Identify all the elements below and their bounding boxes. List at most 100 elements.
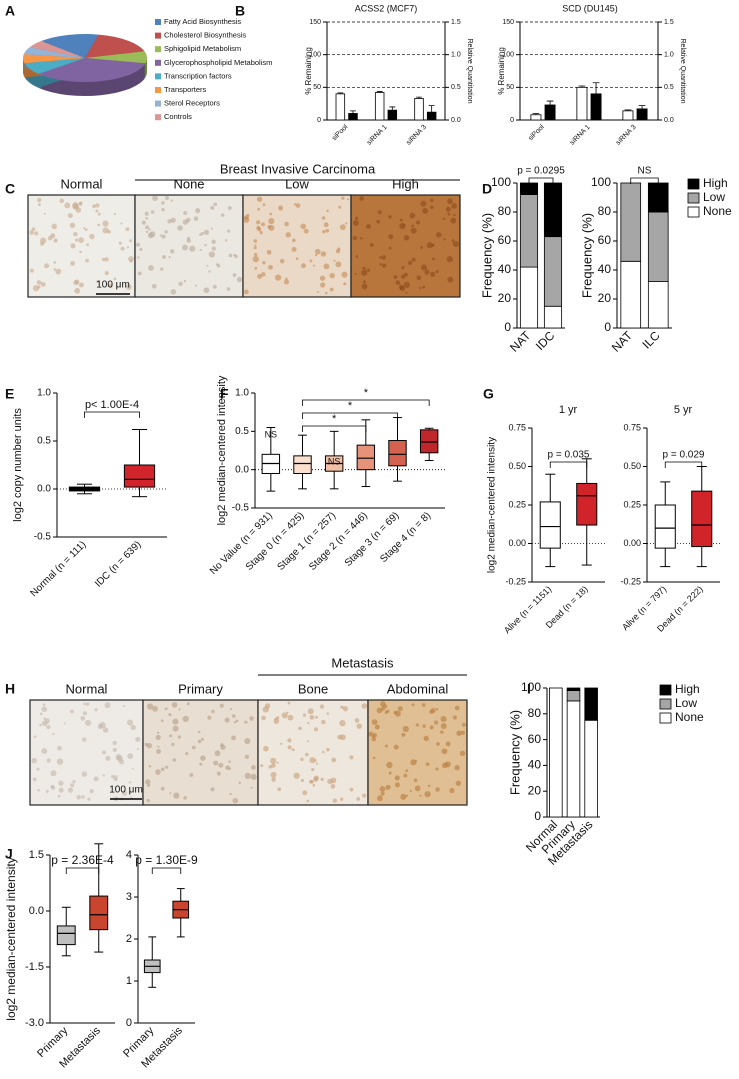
y-tick-label: 0.00 xyxy=(623,538,641,548)
micrograph-texture xyxy=(207,715,212,720)
micrograph-texture xyxy=(326,209,329,213)
micrograph-texture xyxy=(53,238,58,243)
micrograph-texture xyxy=(355,216,359,221)
micrograph-texture xyxy=(87,797,91,801)
micrograph-texture xyxy=(232,797,239,804)
x-tick-label: siRNA 3 xyxy=(615,124,638,147)
micrograph-texture xyxy=(430,205,434,209)
micrograph-texture xyxy=(236,276,243,283)
micrograph-texture xyxy=(167,219,172,224)
panel-letter: C xyxy=(5,181,15,197)
micrograph-texture xyxy=(450,217,457,224)
y-tick-label: 1.0 xyxy=(235,388,249,399)
micrograph-texture xyxy=(42,703,46,706)
micrograph-texture xyxy=(146,783,151,787)
image-label: Abdominal xyxy=(387,681,449,696)
micrograph-texture xyxy=(278,205,284,211)
micrograph-texture xyxy=(419,794,422,797)
micrograph-texture xyxy=(50,233,56,239)
micrograph-texture xyxy=(345,222,348,225)
micrograph-texture xyxy=(447,276,454,283)
micrograph-texture xyxy=(271,777,276,782)
micrograph xyxy=(29,699,144,806)
y-tick-label: 4 xyxy=(126,849,132,861)
micrograph-texture xyxy=(326,712,330,715)
legend-label: Controls xyxy=(164,112,192,121)
micrograph-texture xyxy=(342,706,349,712)
micrograph-texture xyxy=(325,291,328,295)
micrograph-texture xyxy=(270,763,276,768)
y2-tick-label: 1.0 xyxy=(451,52,461,59)
micrograph-texture xyxy=(136,242,141,247)
box xyxy=(539,501,561,549)
micrograph-texture xyxy=(63,722,66,725)
micrograph-texture xyxy=(145,779,151,785)
micrograph-texture xyxy=(129,259,133,263)
micrograph-texture xyxy=(285,277,288,280)
micrograph-texture xyxy=(352,235,357,241)
y-tick-label: 60 xyxy=(498,233,512,247)
micrograph-texture xyxy=(227,206,232,210)
micrograph-texture xyxy=(243,216,250,223)
micrograph-texture xyxy=(112,775,118,781)
micrograph-texture xyxy=(58,780,64,786)
micrograph-texture xyxy=(341,196,345,200)
micrograph-texture xyxy=(37,788,40,792)
micrograph-texture xyxy=(162,255,167,260)
annotation: p = 1.30E-9 xyxy=(135,853,198,867)
micrograph-texture xyxy=(440,715,447,723)
micrograph-texture xyxy=(214,750,221,757)
micrograph-texture xyxy=(259,231,263,235)
micrograph-texture xyxy=(67,213,73,219)
micrograph-texture xyxy=(120,222,123,225)
micrograph-texture xyxy=(220,213,225,217)
micrograph-texture xyxy=(416,220,421,225)
micrograph-texture xyxy=(139,247,143,252)
micrograph-texture xyxy=(126,246,129,249)
pie-slice xyxy=(22,54,86,64)
panel-letter: A xyxy=(5,3,15,19)
micrograph-texture xyxy=(440,723,447,730)
micrograph-texture xyxy=(333,259,336,262)
micrograph-texture xyxy=(436,742,440,746)
micrograph-texture xyxy=(203,229,210,235)
micrograph-texture xyxy=(102,220,109,227)
micrograph-texture xyxy=(135,736,141,742)
micrograph-texture xyxy=(359,196,364,201)
micrograph xyxy=(242,194,352,298)
micrograph-texture xyxy=(314,248,321,255)
micrograph-texture xyxy=(212,284,217,289)
micrograph-texture xyxy=(293,772,300,779)
micrograph-texture xyxy=(125,227,130,232)
error-bar xyxy=(350,110,356,114)
micrograph-texture xyxy=(427,784,431,788)
micrograph-texture xyxy=(269,212,273,216)
micrograph-texture xyxy=(94,708,98,712)
y-tick-label: 20 xyxy=(528,783,542,797)
micrograph-texture xyxy=(50,770,57,777)
micrograph-texture xyxy=(393,275,398,279)
micrograph-texture xyxy=(69,222,76,229)
x-tick-label: Normal (n = 111) xyxy=(29,539,89,599)
micrograph-texture xyxy=(46,758,51,763)
micrograph-texture xyxy=(144,211,149,216)
micrograph-texture xyxy=(306,799,310,803)
micrograph-texture xyxy=(36,767,40,771)
y-tick-label: -0.25 xyxy=(505,576,526,586)
micrograph-texture xyxy=(303,228,309,234)
scale-bar-label: 100 μm xyxy=(109,785,143,796)
micrograph-texture xyxy=(59,198,65,204)
y-tick-label: 1.5 xyxy=(29,849,44,861)
micrograph-texture xyxy=(81,771,88,777)
annotation: NS xyxy=(265,429,278,439)
micrograph-texture xyxy=(148,265,154,271)
micrograph-texture xyxy=(254,244,257,247)
y-tick-label: 150 xyxy=(309,19,321,26)
legend-label: Transcription factors xyxy=(164,71,232,80)
chart-title: 5 yr xyxy=(674,404,693,416)
micrograph-texture xyxy=(398,284,404,290)
micrograph-texture xyxy=(44,718,50,724)
micrograph-texture xyxy=(67,787,74,793)
micrograph-texture xyxy=(376,795,383,802)
micrograph-texture xyxy=(31,757,38,764)
